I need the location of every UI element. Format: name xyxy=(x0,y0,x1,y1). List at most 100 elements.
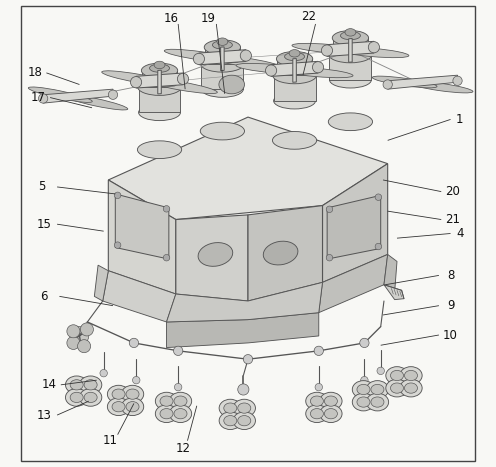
Ellipse shape xyxy=(324,409,337,419)
Ellipse shape xyxy=(219,412,242,430)
Circle shape xyxy=(375,243,381,250)
Ellipse shape xyxy=(390,370,404,381)
Circle shape xyxy=(70,326,89,345)
Circle shape xyxy=(67,325,80,338)
Polygon shape xyxy=(108,180,176,294)
Ellipse shape xyxy=(238,416,251,426)
Ellipse shape xyxy=(357,384,370,395)
Ellipse shape xyxy=(329,72,372,88)
Circle shape xyxy=(375,194,381,200)
Ellipse shape xyxy=(64,94,128,110)
Ellipse shape xyxy=(112,389,125,399)
Circle shape xyxy=(193,53,204,64)
Circle shape xyxy=(132,376,140,384)
Circle shape xyxy=(240,50,251,61)
Text: 13: 13 xyxy=(37,409,52,422)
Circle shape xyxy=(312,62,323,73)
Ellipse shape xyxy=(217,38,228,45)
Ellipse shape xyxy=(174,409,187,419)
Text: 22: 22 xyxy=(301,10,316,23)
Polygon shape xyxy=(319,255,388,312)
Ellipse shape xyxy=(122,385,144,403)
Circle shape xyxy=(244,354,252,364)
Circle shape xyxy=(130,77,142,88)
Ellipse shape xyxy=(334,47,409,57)
Ellipse shape xyxy=(371,397,384,407)
Ellipse shape xyxy=(84,392,97,403)
Polygon shape xyxy=(327,42,374,57)
Polygon shape xyxy=(158,70,161,94)
Circle shape xyxy=(175,383,182,391)
Polygon shape xyxy=(43,89,113,103)
Ellipse shape xyxy=(150,64,170,72)
Circle shape xyxy=(361,376,368,384)
Text: 4: 4 xyxy=(456,227,464,240)
Circle shape xyxy=(326,206,333,212)
Ellipse shape xyxy=(224,403,237,413)
Ellipse shape xyxy=(204,40,241,55)
Ellipse shape xyxy=(102,71,176,86)
Polygon shape xyxy=(388,75,457,89)
Ellipse shape xyxy=(84,380,97,390)
Ellipse shape xyxy=(310,396,323,406)
Text: 18: 18 xyxy=(27,66,42,79)
Ellipse shape xyxy=(292,43,367,54)
Polygon shape xyxy=(115,194,169,259)
Circle shape xyxy=(369,42,379,53)
Ellipse shape xyxy=(404,370,418,381)
Circle shape xyxy=(314,346,323,355)
Circle shape xyxy=(67,336,80,349)
Ellipse shape xyxy=(79,376,102,394)
Circle shape xyxy=(174,346,183,355)
Polygon shape xyxy=(108,117,388,219)
Circle shape xyxy=(129,338,138,347)
Ellipse shape xyxy=(324,396,337,406)
Ellipse shape xyxy=(219,399,242,417)
Ellipse shape xyxy=(289,50,300,57)
Polygon shape xyxy=(293,58,296,82)
Text: 16: 16 xyxy=(164,12,179,25)
Ellipse shape xyxy=(126,389,139,399)
Ellipse shape xyxy=(306,392,328,410)
Circle shape xyxy=(115,192,121,198)
Ellipse shape xyxy=(198,242,233,266)
Circle shape xyxy=(315,383,322,391)
Circle shape xyxy=(265,65,277,76)
Text: 14: 14 xyxy=(41,378,56,391)
Ellipse shape xyxy=(263,241,298,265)
Ellipse shape xyxy=(285,52,305,61)
Ellipse shape xyxy=(310,409,323,419)
Circle shape xyxy=(383,80,392,89)
Polygon shape xyxy=(199,50,246,65)
Ellipse shape xyxy=(273,67,316,84)
Ellipse shape xyxy=(233,399,255,417)
Ellipse shape xyxy=(328,46,372,63)
Text: 21: 21 xyxy=(445,213,460,226)
Ellipse shape xyxy=(372,76,437,88)
Polygon shape xyxy=(384,285,404,300)
Circle shape xyxy=(163,205,170,212)
Ellipse shape xyxy=(169,405,191,423)
Text: 20: 20 xyxy=(445,185,460,198)
Circle shape xyxy=(321,45,332,56)
Ellipse shape xyxy=(160,396,173,406)
Polygon shape xyxy=(327,195,381,259)
Ellipse shape xyxy=(108,398,130,416)
Polygon shape xyxy=(204,47,240,64)
Ellipse shape xyxy=(155,405,178,423)
Polygon shape xyxy=(277,59,312,75)
Text: 10: 10 xyxy=(443,328,458,341)
Ellipse shape xyxy=(224,416,237,426)
Polygon shape xyxy=(248,205,322,301)
Circle shape xyxy=(238,384,249,395)
Text: 15: 15 xyxy=(37,218,52,231)
Text: 8: 8 xyxy=(447,269,454,282)
Text: 12: 12 xyxy=(175,442,190,455)
Ellipse shape xyxy=(212,41,233,49)
Ellipse shape xyxy=(340,31,361,40)
Polygon shape xyxy=(329,54,372,80)
Ellipse shape xyxy=(366,381,388,398)
Circle shape xyxy=(178,73,188,85)
Text: 9: 9 xyxy=(447,299,454,312)
Text: 11: 11 xyxy=(103,434,118,447)
